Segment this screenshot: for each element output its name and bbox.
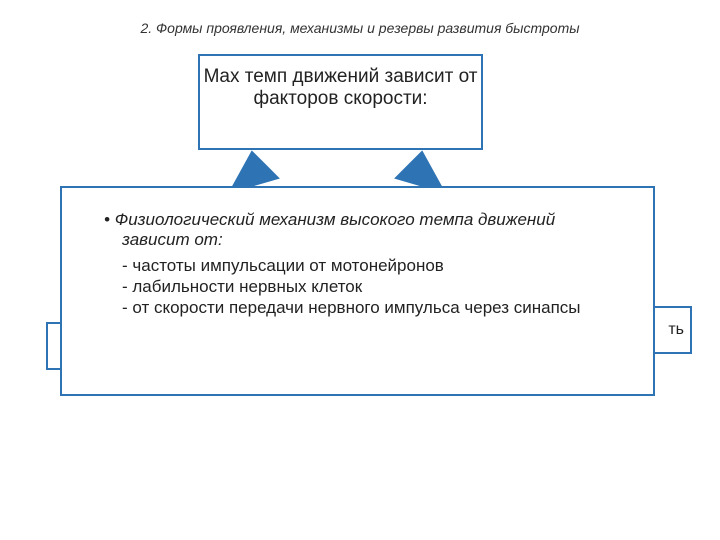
mechanism-panel: Физиологический механизм высокого темпа …	[60, 186, 655, 396]
page-title: 2. Формы проявления, механизмы и резервы…	[60, 20, 660, 36]
mechanism-sub-item: - от скорости передачи нервного импульса…	[122, 298, 627, 318]
page-title-text: 2. Формы проявления, механизмы и резервы…	[140, 20, 579, 36]
top-factor-text: Max темп движений зависит от факторов ск…	[200, 66, 481, 110]
mechanism-sub-item: - лабильности нервных клеток	[122, 277, 627, 297]
top-factor-box: Max темп движений зависит от факторов ск…	[198, 54, 483, 150]
mechanism-sub-item: - частоты импульсации от мотонейронов	[122, 256, 627, 276]
hidden-box-right-text: ть	[668, 321, 684, 339]
mechanism-lead: Физиологический механизм высокого темпа …	[122, 210, 627, 250]
